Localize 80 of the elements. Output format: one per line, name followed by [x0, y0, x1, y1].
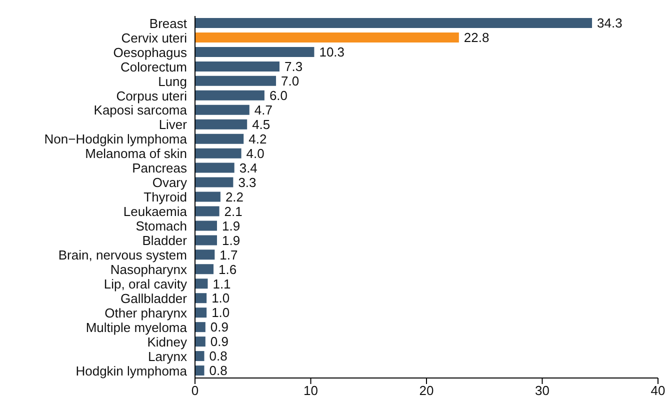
- data-label: 22.8: [464, 30, 490, 46]
- data-label: 4.5: [252, 116, 270, 132]
- bar: [195, 308, 207, 318]
- y-tick-label: Cervix uteri: [121, 30, 188, 46]
- bar: [195, 134, 244, 144]
- y-tick-label: Melanoma of skin: [85, 146, 187, 162]
- bar: [195, 119, 248, 130]
- y-tick-label: Kaposi sarcoma: [94, 102, 188, 118]
- y-tick-label: Thyroid: [144, 190, 187, 205]
- bar: [195, 278, 208, 289]
- y-tick-label: Ovary: [152, 175, 188, 190]
- data-label: 2.2: [225, 189, 244, 204]
- bar: [195, 46, 314, 57]
- bar: [195, 192, 220, 202]
- y-tick-label: Breast: [149, 16, 188, 31]
- x-tick-label: 20: [419, 383, 434, 398]
- data-label: 7.0: [281, 74, 300, 89]
- y-tick-label: Corpus uteri: [116, 88, 188, 104]
- data-label: 0.8: [209, 348, 228, 364]
- bar: [195, 148, 242, 158]
- y-tick-label: Other pharynx: [104, 305, 188, 320]
- y-tick-label: Non−Hodgkin lymphoma: [44, 132, 188, 147]
- data-label: 6.0: [269, 88, 288, 104]
- y-tick-label: Brain, nervous system: [58, 248, 187, 263]
- data-label: 4.0: [246, 146, 264, 161]
- y-tick-label: Pancreas: [132, 160, 188, 176]
- y-tick-label: Leukaemia: [123, 204, 188, 220]
- bar: [195, 351, 204, 362]
- data-label: 0.9: [210, 334, 228, 350]
- data-label: 3.3: [238, 174, 256, 190]
- x-tick-label: 40: [650, 383, 666, 398]
- bar: [195, 322, 206, 332]
- data-label: 0.9: [210, 320, 228, 335]
- data-label: 7.3: [284, 59, 303, 74]
- bar: [195, 177, 234, 188]
- bar: [195, 366, 204, 376]
- data-label: 1.1: [212, 276, 231, 292]
- bar: [195, 250, 215, 260]
- data-label: 1.6: [218, 262, 237, 277]
- y-tick-label: Lip, oral cavity: [104, 276, 188, 292]
- bar: [195, 104, 250, 115]
- bar: [195, 162, 234, 173]
- y-tick-label: Liver: [158, 117, 188, 132]
- y-tick-label: Kidney: [147, 334, 188, 350]
- data-label: 4.2: [248, 131, 267, 146]
- bar: [195, 32, 459, 42]
- bar: [195, 90, 264, 100]
- y-tick-label: Multiple myeloma: [86, 320, 188, 335]
- y-tick-label: Hodgkin lymphoma: [76, 363, 188, 378]
- data-label: 1.0: [212, 305, 230, 320]
- bar: [195, 220, 217, 231]
- data-label: 3.4: [239, 160, 258, 176]
- y-tick-label: Larynx: [148, 348, 188, 364]
- data-label: 4.7: [254, 102, 272, 118]
- x-tick-label: 0: [191, 383, 199, 398]
- bar: [195, 264, 214, 274]
- data-label: 34.3: [597, 16, 622, 31]
- y-tick-label: Gallbladder: [120, 290, 188, 306]
- y-tick-label: Nasopharynx: [110, 262, 188, 278]
- bar: [195, 336, 206, 347]
- bar: [195, 61, 280, 72]
- y-tick-label: Colorectum: [120, 59, 187, 74]
- data-label: 1.9: [222, 218, 240, 234]
- bar: [195, 206, 220, 216]
- data-label: 10.3: [319, 44, 345, 60]
- data-label: 1.7: [220, 247, 238, 262]
- data-label: 1.9: [222, 232, 240, 248]
- y-tick-label: Oesophagus: [113, 44, 188, 60]
- y-tick-label: Bladder: [142, 233, 188, 248]
- data-label: 0.8: [209, 363, 228, 378]
- bar: [195, 293, 207, 304]
- x-tick-label: 30: [535, 383, 550, 398]
- data-label: 2.1: [224, 204, 242, 219]
- x-tick-label: 10: [304, 383, 318, 398]
- bar: [195, 235, 217, 246]
- bar: [195, 18, 592, 28]
- bar: [195, 76, 276, 86]
- data-label: 1.0: [212, 290, 230, 306]
- y-tick-label: Stomach: [136, 218, 187, 234]
- y-tick-label: Lung: [158, 74, 187, 89]
